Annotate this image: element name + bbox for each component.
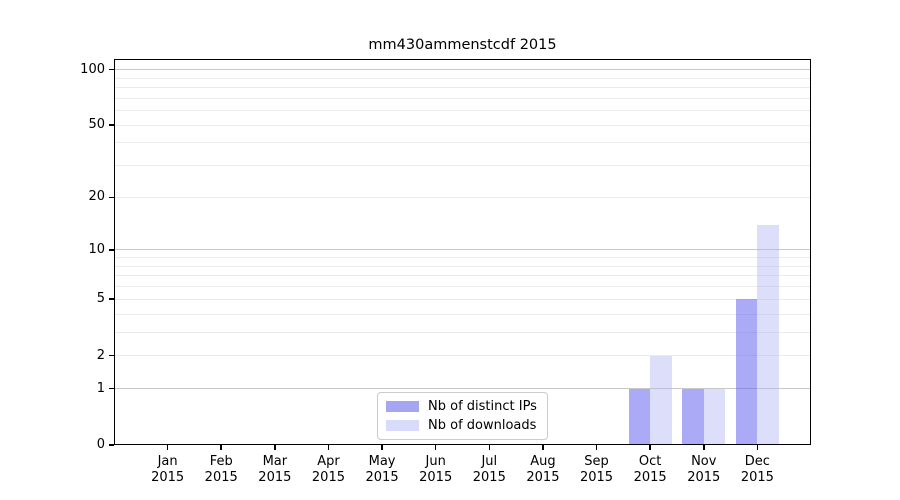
y-tick-label: 1 — [96, 380, 105, 396]
gridline-minor — [114, 331, 811, 333]
y-tick-mark — [109, 387, 114, 390]
y-tick-label: 20 — [88, 189, 105, 205]
x-tick-label: May 2015 — [350, 454, 414, 486]
gridline-minor — [114, 142, 811, 144]
bar-distinct-ips — [735, 299, 758, 445]
x-tick-label: Jun 2015 — [404, 454, 468, 486]
gridline-minor — [114, 355, 811, 357]
gridline-minor — [114, 124, 811, 126]
y-tick-label: 50 — [88, 117, 105, 133]
x-tick-label: Aug 2015 — [511, 454, 575, 486]
gridline-minor — [114, 77, 811, 79]
x-tick-year: 2015 — [526, 470, 560, 485]
gridline-minor — [114, 196, 811, 198]
y-tick-mark — [109, 444, 114, 446]
bar-downloads — [650, 355, 672, 445]
legend-label: Nb of downloads — [428, 418, 537, 433]
x-tick-month: Aug — [530, 454, 556, 469]
gridline-minor — [114, 313, 811, 315]
x-tick-mark — [381, 445, 383, 450]
x-tick-label: Mar 2015 — [243, 454, 307, 486]
x-tick-label: Nov 2015 — [672, 454, 736, 486]
x-tick-month: Jul — [481, 454, 498, 469]
x-tick-month: Feb — [209, 454, 233, 469]
y-tick-mark — [109, 249, 114, 251]
x-tick-month: Nov — [691, 454, 717, 469]
x-tick-mark — [327, 445, 330, 450]
bar-downloads — [757, 224, 779, 445]
y-tick-label: 2 — [96, 347, 105, 363]
x-tick-month: Apr — [317, 454, 340, 469]
x-tick-label: Jul 2015 — [457, 454, 521, 486]
y-tick-mark — [109, 298, 114, 301]
x-tick-mark — [542, 445, 544, 450]
bar-distinct-ips — [628, 388, 651, 445]
x-tick-year: 2015 — [151, 470, 185, 485]
x-tick-mark — [434, 445, 437, 450]
x-tick-month: Jun — [425, 454, 446, 469]
gridline-minor — [114, 110, 811, 112]
x-tick-label: Dec 2015 — [725, 454, 789, 486]
gridline-minor — [114, 87, 811, 88]
x-tick-mark — [756, 445, 759, 450]
x-tick-year: 2015 — [204, 470, 238, 485]
y-tick-mark — [109, 68, 114, 71]
legend: Nb of distinct IPs Nb of downloads — [377, 392, 548, 440]
gridline-minor — [114, 298, 811, 300]
x-tick-year: 2015 — [687, 470, 721, 485]
bar-distinct-ips — [682, 388, 704, 445]
x-tick-year: 2015 — [419, 470, 453, 485]
gridline-major — [114, 69, 811, 71]
y-tick-label: 10 — [88, 241, 105, 257]
x-tick-mark — [274, 445, 276, 450]
bar-downloads — [703, 388, 726, 445]
y-tick-mark — [109, 196, 114, 199]
x-tick-label: Sep 2015 — [565, 454, 629, 486]
x-tick-mark — [702, 445, 705, 450]
x-tick-year: 2015 — [258, 470, 292, 485]
x-tick-month: Mar — [262, 454, 288, 469]
legend-swatch — [386, 401, 419, 412]
x-tick-mark — [220, 445, 223, 450]
gridline-minor — [114, 286, 811, 288]
x-tick-label: Apr 2015 — [296, 454, 360, 486]
x-tick-label: Oct 2015 — [618, 454, 682, 486]
y-tick-label: 0 — [96, 437, 105, 452]
y-tick-label: 5 — [96, 291, 105, 307]
gridline-major — [114, 249, 811, 251]
gridline-major — [114, 388, 811, 390]
legend-item: Nb of downloads — [386, 418, 537, 433]
chart-title: mm430ammenstcdf 2015 — [368, 37, 557, 53]
y-tick-label: 100 — [80, 61, 105, 77]
x-tick-month: Sep — [584, 454, 609, 469]
x-tick-label: Feb 2015 — [189, 454, 253, 486]
x-tick-month: May — [368, 454, 396, 469]
x-tick-year: 2015 — [365, 470, 399, 485]
legend-label: Nb of distinct IPs — [428, 399, 537, 414]
x-tick-mark — [488, 445, 491, 450]
gridline-minor — [114, 165, 811, 167]
x-tick-mark — [649, 445, 651, 450]
x-tick-month: Oct — [638, 454, 662, 469]
x-tick-mark — [595, 445, 598, 450]
x-tick-year: 2015 — [633, 470, 667, 485]
gridline-minor — [114, 257, 811, 259]
y-tick-mark — [109, 124, 114, 126]
x-tick-year: 2015 — [472, 470, 506, 485]
plot-area — [114, 59, 811, 445]
x-tick-year: 2015 — [579, 470, 614, 485]
legend-item: Nb of distinct IPs — [386, 399, 537, 414]
x-tick-month: Dec — [744, 454, 770, 469]
y-tick-mark — [109, 354, 114, 357]
x-tick-month: Jan — [157, 454, 178, 469]
gridline-minor — [114, 265, 811, 267]
x-tick-label: Jan 2015 — [136, 454, 200, 486]
legend-swatch — [386, 420, 419, 431]
gridline-minor — [114, 97, 811, 99]
x-tick-year: 2015 — [740, 470, 774, 485]
x-tick-year: 2015 — [311, 470, 345, 485]
x-tick-mark — [166, 445, 169, 450]
gridline-minor — [114, 275, 811, 277]
